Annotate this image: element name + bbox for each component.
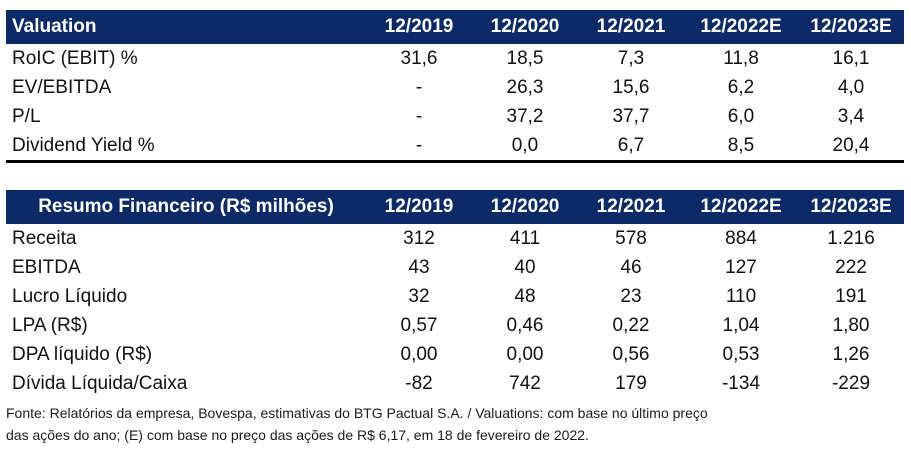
cell-value: 7,3	[617, 47, 645, 69]
column-header: 12/2023E	[798, 10, 904, 44]
cell-value: 23	[620, 285, 642, 307]
cell-value: 191	[835, 285, 867, 307]
valuation-header-row: Valuation 12/2019 12/2020 12/2021 12/202…	[6, 10, 904, 44]
cell-value: 1,26	[832, 343, 870, 365]
cell-value: -82	[405, 372, 433, 394]
cell-value: 578	[615, 227, 647, 249]
table-row: EBITDA 43 40 46 127 222	[6, 253, 904, 282]
cell-value: 4,0	[837, 76, 865, 98]
cell-value: 1,80	[832, 314, 870, 336]
table-row: Lucro Líquido 32 48 23 110 191	[6, 282, 904, 311]
cell-value: 110	[725, 285, 757, 307]
cell-value: -	[415, 105, 423, 127]
cell-value: 31,6	[400, 47, 438, 69]
table-row: P/L - 37,2 37,7 6,0 3,4	[6, 102, 904, 131]
source-footnote: Fonte: Relatórios da empresa, Bovespa, e…	[6, 402, 906, 446]
cell-value: 1,04	[722, 314, 760, 336]
cell-value: 0,57	[400, 314, 438, 336]
footnote-line-2: das ações do ano; (E) com base no preço …	[6, 427, 589, 443]
cell-value: 3,4	[837, 105, 865, 127]
cell-value: 222	[835, 256, 867, 278]
row-label: EBITDA	[12, 256, 81, 278]
cell-value: 8,5	[684, 131, 798, 163]
cell-value: 0,00	[400, 343, 438, 365]
row-label: LPA (R$)	[12, 314, 88, 336]
cell-value: 18,5	[506, 47, 544, 69]
cell-value: 6,0	[727, 105, 755, 127]
table-row: RoIC (EBIT) % 31,6 18,5 7,3 11,8 16,1	[6, 44, 904, 73]
table-row: EV/EBITDA - 26,3 15,6 6,2 4,0	[6, 73, 904, 102]
cell-value: 26,3	[506, 76, 544, 98]
cell-value: 6,2	[727, 76, 755, 98]
cell-value: -	[366, 131, 472, 163]
row-label: Receita	[12, 227, 77, 249]
row-label: P/L	[12, 105, 41, 127]
cell-value: 742	[509, 372, 541, 394]
cell-value: 6,7	[578, 131, 684, 163]
cell-value: 411	[509, 227, 541, 249]
cell-value: 1.216	[827, 227, 875, 249]
table-row: Dívida Líquida/Caixa -82 742 179 -134 -2…	[6, 369, 904, 398]
column-header: 12/2020	[472, 190, 578, 224]
row-label: EV/EBITDA	[12, 76, 112, 98]
table-row: Dividend Yield % - 0,0 6,7 8,5 20,4	[6, 131, 904, 163]
cell-value: 43	[408, 256, 430, 278]
column-header: 12/2019	[366, 190, 472, 224]
column-header: 12/2020	[472, 10, 578, 44]
table-row: DPA líquido (R$) 0,00 0,00 0,56 0,53 1,2…	[6, 340, 904, 369]
valuation-table: Valuation 12/2019 12/2020 12/2021 12/202…	[6, 10, 904, 163]
financial-summary-header-row: Resumo Financeiro (R$ milhões) 12/2019 1…	[6, 190, 904, 224]
cell-value: 16,1	[832, 47, 870, 69]
column-header: 12/2019	[366, 10, 472, 44]
cell-value: 46	[620, 256, 642, 278]
cell-value: 884	[725, 227, 757, 249]
row-label: RoIC (EBIT) %	[12, 47, 138, 69]
cell-value: 0,0	[472, 131, 578, 163]
cell-value: 37,7	[612, 105, 650, 127]
cell-value: 37,2	[506, 105, 544, 127]
column-header: 12/2021	[578, 190, 684, 224]
cell-value: 312	[403, 227, 435, 249]
cell-value: -229	[831, 372, 871, 394]
column-header: 12/2023E	[798, 190, 904, 224]
footnote-line-1: Fonte: Relatórios da empresa, Bovespa, e…	[6, 405, 708, 421]
cell-value: 11,8	[723, 47, 759, 69]
table-row: Receita 312 411 578 884 1.216	[6, 224, 904, 253]
financial-summary-table: Resumo Financeiro (R$ milhões) 12/2019 1…	[6, 190, 904, 398]
cell-value: -	[415, 76, 423, 98]
cell-value: 15,6	[612, 76, 650, 98]
column-header: 12/2022E	[684, 10, 798, 44]
cell-value: 48	[514, 285, 536, 307]
column-header: 12/2022E	[684, 190, 798, 224]
cell-value: 40	[514, 256, 536, 278]
row-label: Dividend Yield %	[6, 131, 366, 163]
column-header: 12/2021	[578, 10, 684, 44]
cell-value: 0,22	[612, 314, 650, 336]
row-label: Lucro Líquido	[12, 285, 128, 307]
row-label: DPA líquido (R$)	[12, 343, 153, 365]
cell-value: 0,00	[506, 343, 544, 365]
cell-value: 179	[615, 372, 647, 394]
valuation-title: Valuation	[6, 10, 366, 44]
cell-value: 32	[408, 285, 430, 307]
cell-value: 0,46	[506, 314, 544, 336]
cell-value: 20,4	[798, 131, 904, 163]
cell-value: 0,53	[722, 343, 760, 365]
table-row: LPA (R$) 0,57 0,46 0,22 1,04 1,80	[6, 311, 904, 340]
row-label: Dívida Líquida/Caixa	[12, 372, 188, 394]
cell-value: -134	[721, 372, 761, 394]
cell-value: 0,56	[612, 343, 650, 365]
cell-value: 127	[725, 256, 757, 278]
financial-summary-title: Resumo Financeiro (R$ milhões)	[6, 190, 366, 224]
